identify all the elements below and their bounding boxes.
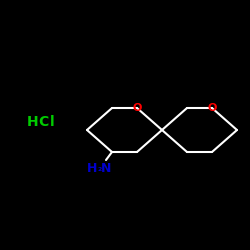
Text: N: N [101, 162, 111, 174]
Text: C: C [38, 115, 48, 129]
Text: H: H [87, 162, 97, 174]
Text: H: H [27, 115, 39, 129]
Text: l: l [50, 115, 54, 129]
Text: O: O [132, 103, 142, 113]
Text: O: O [207, 103, 217, 113]
Text: ₂: ₂ [98, 163, 102, 173]
